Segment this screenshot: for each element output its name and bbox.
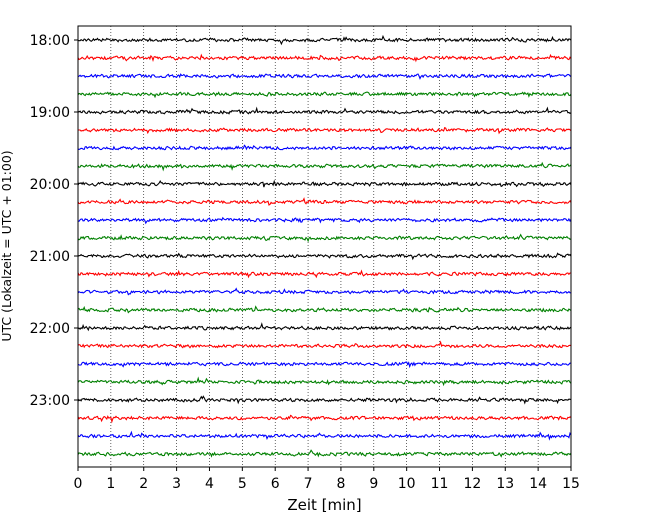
x-tick-label: 4	[205, 476, 214, 492]
x-tick-label: 12	[463, 476, 481, 492]
trace-line	[78, 126, 572, 135]
y-axis-label: UTC (Lokalzeit = UTC + 01:00)	[0, 150, 14, 341]
y-tick-label: 18:00	[30, 33, 70, 49]
trace-line	[77, 197, 572, 206]
y-tick-label: 19:00	[30, 105, 70, 121]
x-tick-label: 11	[431, 476, 449, 492]
trace-line	[77, 305, 572, 314]
x-tick-label: 2	[139, 476, 148, 492]
x-axis-ticks: 0 1 2 3 4 5 6 7 8 9 10 11 12 13 14 15	[74, 467, 580, 492]
trace-line	[77, 449, 572, 458]
trace-line	[77, 395, 572, 405]
y-axis-ticks: 18:00 19:00 20:00 21:00 22:00 23:00	[30, 33, 78, 409]
trace-line	[77, 216, 572, 225]
seismic-traces	[77, 34, 572, 458]
plot-frame	[77, 25, 572, 468]
y-tick-label: 21:00	[30, 249, 70, 265]
trace-line	[77, 73, 572, 80]
x-axis-label: Zeit [min]	[287, 496, 361, 514]
trace-line	[77, 376, 572, 387]
x-tick-label: 14	[529, 476, 547, 492]
trace-line	[77, 340, 572, 349]
y-tick-label: 20:00	[30, 177, 70, 193]
trace-line	[77, 322, 572, 332]
x-tick-label: 6	[271, 476, 280, 492]
trace-line	[77, 91, 572, 99]
x-tick-label: 8	[336, 476, 345, 492]
trace-line	[77, 414, 572, 424]
x-tick-label: 9	[369, 476, 378, 492]
trace-line	[77, 53, 572, 63]
trace-line	[77, 34, 572, 46]
trace-line	[77, 361, 572, 369]
trace-line	[77, 144, 572, 151]
trace-line	[77, 287, 571, 296]
x-tick-label: 13	[496, 476, 514, 492]
trace-line	[77, 233, 572, 243]
trace-line	[77, 179, 572, 188]
trace-line	[77, 269, 571, 279]
x-tick-label: 0	[74, 476, 83, 492]
x-tick-label: 15	[562, 476, 580, 492]
y-tick-label: 22:00	[30, 321, 70, 337]
plot-background	[78, 26, 571, 467]
trace-line	[77, 252, 572, 261]
x-tick-label: 10	[398, 476, 416, 492]
trace-line	[77, 161, 572, 172]
trace-line	[77, 430, 572, 441]
y-tick-label: 23:00	[30, 393, 70, 409]
x-tick-label: 3	[172, 476, 181, 492]
x-tick-label: 5	[238, 476, 247, 492]
x-tick-label: 1	[106, 476, 115, 492]
x-tick-label: 7	[304, 476, 313, 492]
trace-line	[77, 106, 572, 115]
